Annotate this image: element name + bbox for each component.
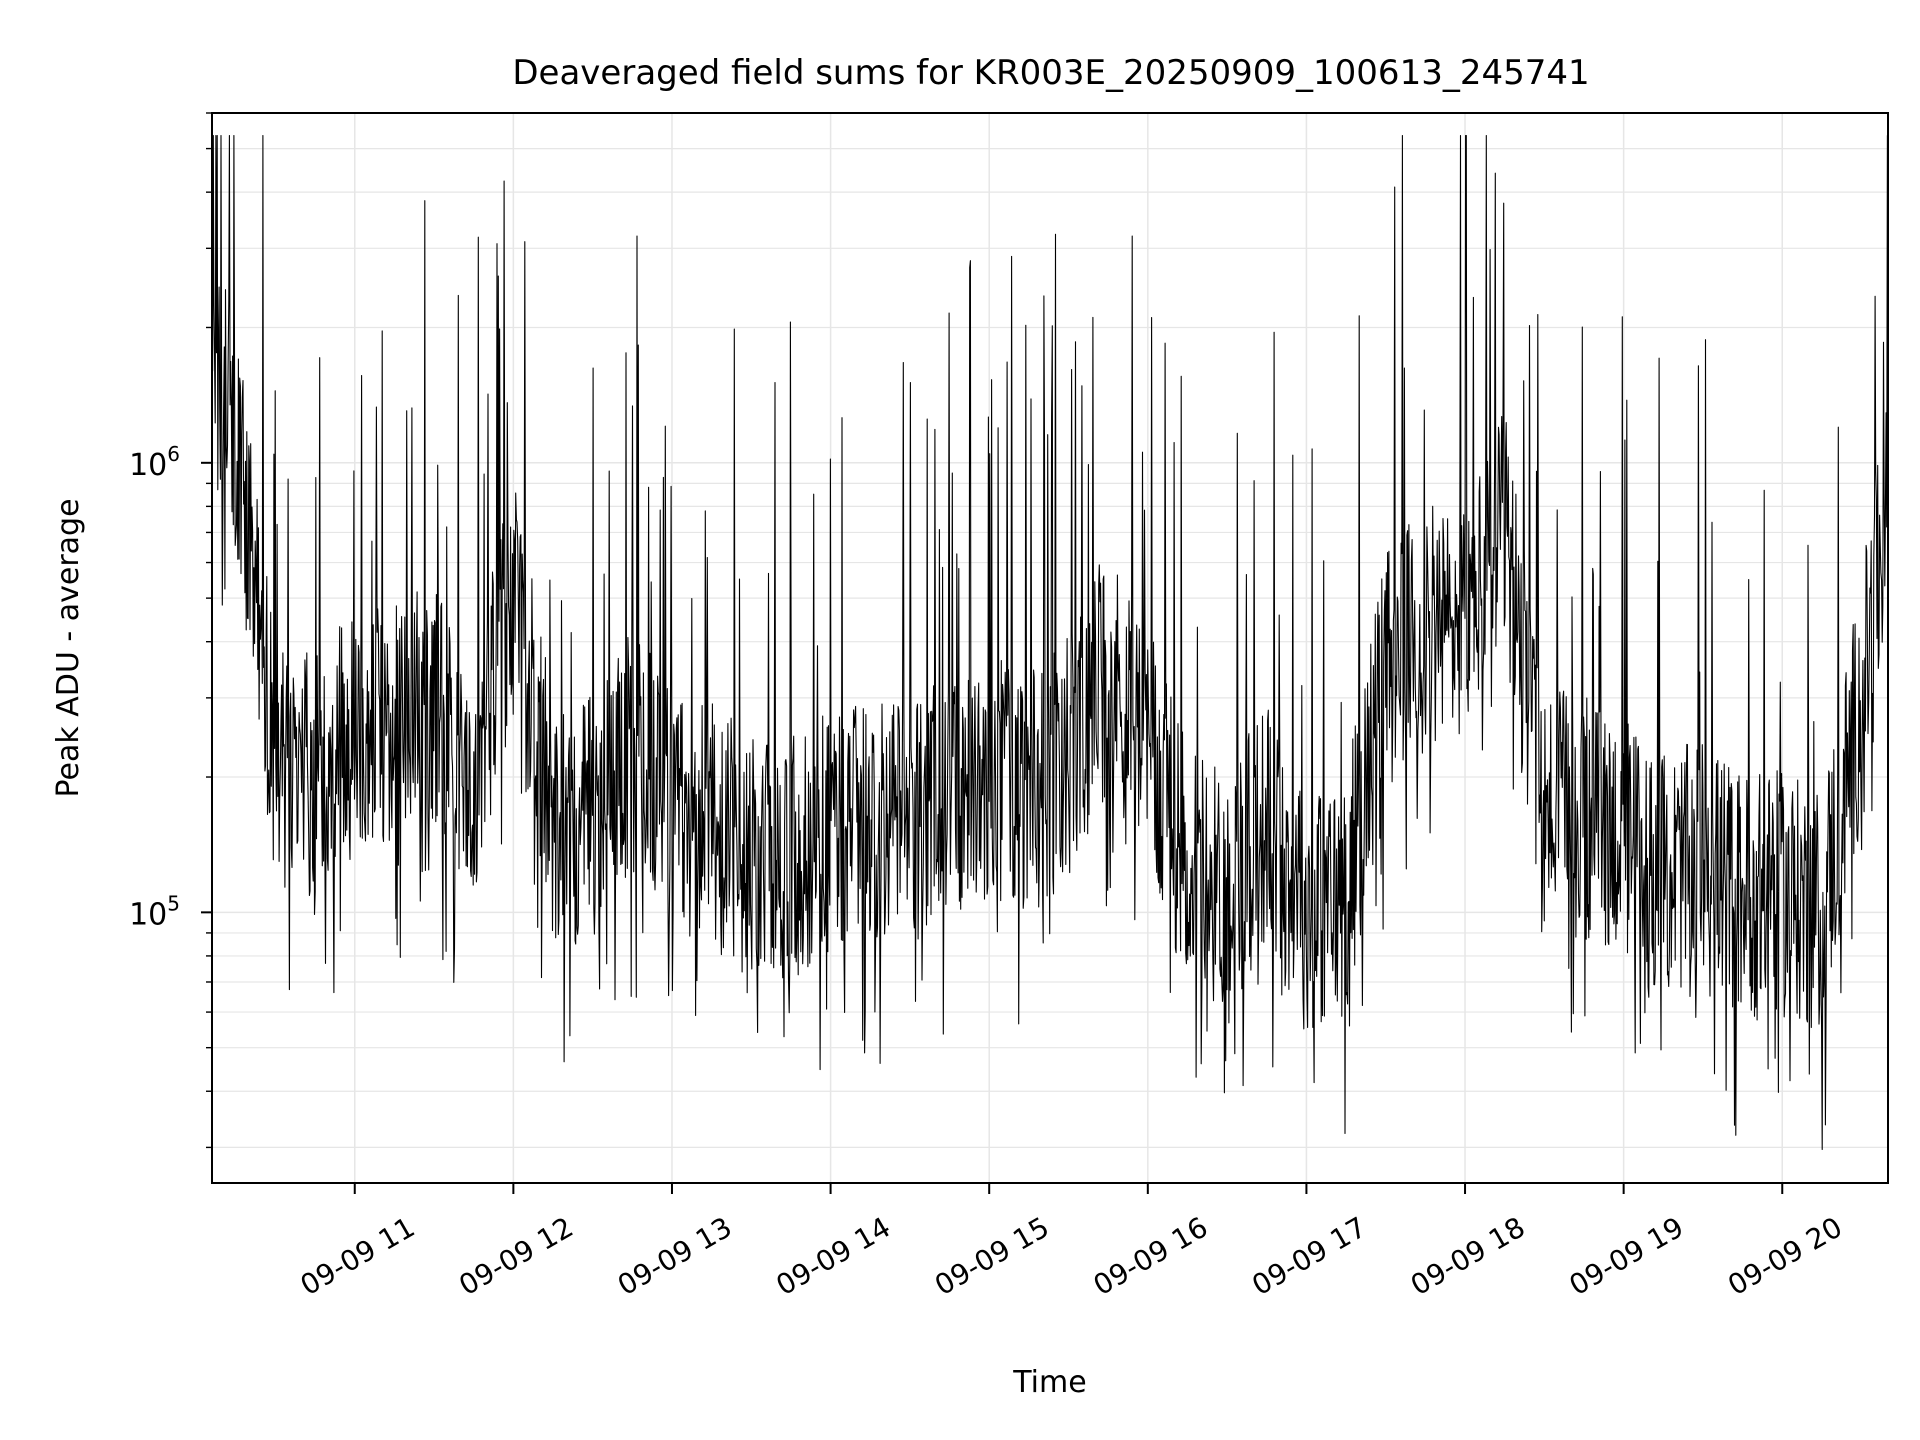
y-tick-exponent: 5 <box>167 891 180 915</box>
series-area <box>212 134 1888 1151</box>
chart-title: Deaveraged field sums for KR003E_2025090… <box>512 53 1589 93</box>
plot-frame <box>211 112 1889 1184</box>
y-axis-label: Peak ADU - average <box>51 498 86 797</box>
series-line <box>212 134 1888 1151</box>
grid <box>212 112 1888 1183</box>
y-tick-exponent: 6 <box>167 442 180 466</box>
x-axis-label: Time <box>1012 1365 1086 1400</box>
